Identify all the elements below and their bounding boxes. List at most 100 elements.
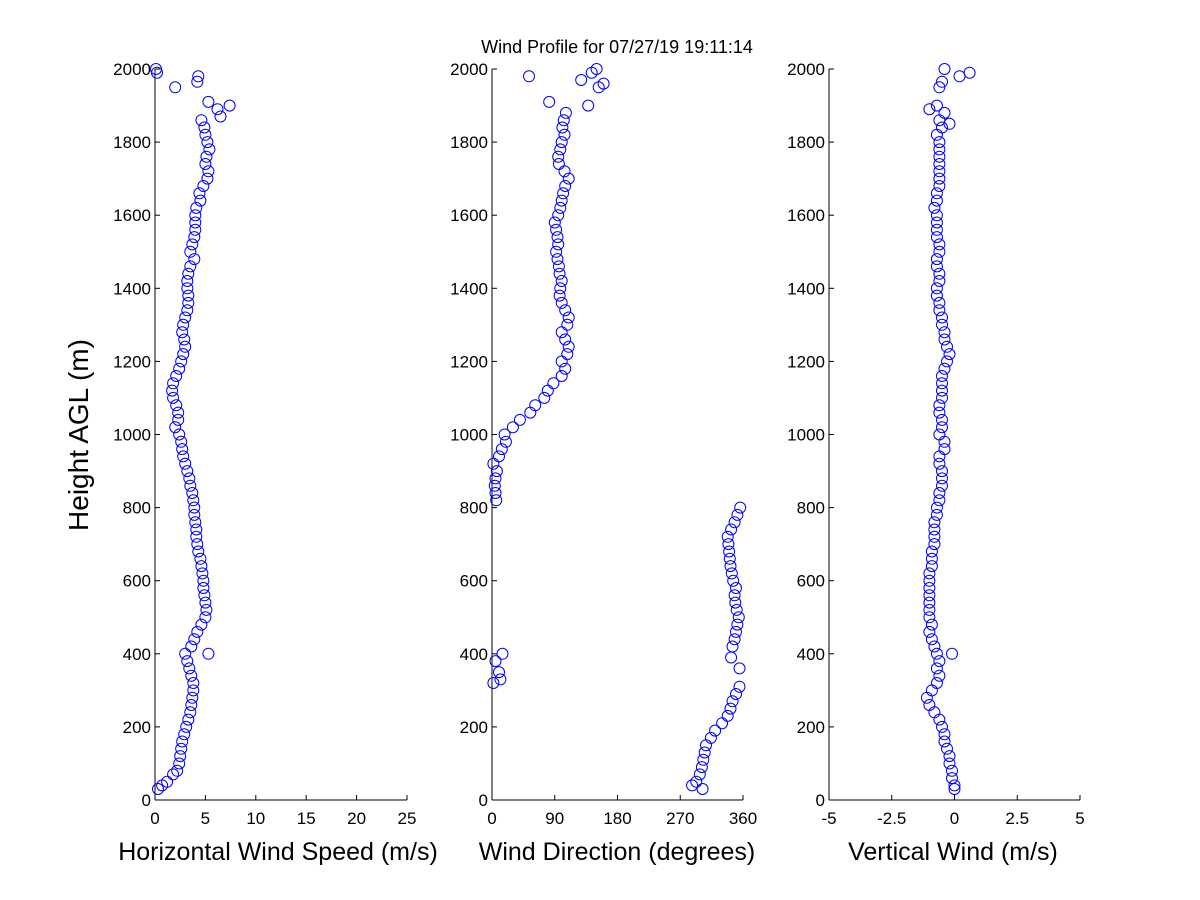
direction-data-point	[582, 99, 595, 112]
speed-y-tick-label: 1400	[113, 279, 151, 298]
direction-data-point	[716, 717, 729, 730]
speed-data-point	[190, 530, 203, 543]
speed-data-point	[184, 479, 197, 492]
vertical-data-point	[925, 552, 938, 565]
speed-data-point	[200, 603, 213, 616]
direction-data-point	[558, 128, 571, 141]
speed-data-point	[191, 75, 204, 88]
direction-data-point	[557, 187, 570, 200]
direction-data-point	[728, 589, 741, 602]
speed-data-point	[181, 304, 194, 317]
speed-x-tick-label: 25	[398, 809, 417, 828]
speed-data-point	[223, 99, 236, 112]
direction-data-point	[723, 545, 736, 558]
direction-data-point	[488, 479, 501, 492]
figure-title: Wind Profile for 07/27/19 19:11:14	[481, 37, 753, 57]
speed-data-point	[169, 421, 182, 434]
direction-data-point	[709, 724, 722, 737]
vertical-data-point	[938, 63, 951, 75]
vertical-data-point	[946, 772, 958, 785]
direction-data-point	[724, 560, 737, 573]
direction-data-point	[590, 63, 603, 75]
speed-data-point	[167, 768, 180, 781]
vertical-data-point	[938, 435, 951, 448]
vertical-data-point	[938, 326, 951, 339]
vertical-data-point	[936, 391, 948, 404]
vertical-data-point	[938, 735, 951, 748]
vertical-data-point	[925, 618, 938, 631]
direction-data-point	[559, 106, 572, 119]
direction-data-point	[730, 603, 743, 616]
speed-data-point	[197, 582, 210, 594]
direction-data-point	[541, 384, 554, 397]
vertical-data-point	[941, 340, 953, 353]
vertical-data-point	[923, 625, 936, 638]
direction-data-point	[727, 574, 740, 587]
vertical-data-point	[930, 662, 943, 675]
speed-data-point	[170, 399, 183, 412]
direction-data-point	[490, 494, 503, 507]
speed-data-point	[191, 625, 204, 638]
vertical-data-point	[933, 172, 946, 185]
vertical-data-point	[936, 472, 948, 485]
direction-data-point	[552, 209, 565, 222]
vertical-data-point	[936, 465, 948, 478]
y-axis-label: Height AGL (m)	[63, 339, 94, 531]
speed-data-point	[211, 103, 224, 116]
vertical-data-point	[930, 209, 943, 222]
vertical-data-point	[933, 304, 946, 317]
direction-data-point	[559, 180, 572, 192]
speed-data-point	[178, 728, 191, 741]
direction-data-point	[585, 66, 598, 79]
direction-data-point	[559, 304, 572, 317]
vertical-data-point	[930, 260, 943, 273]
direction-data-point	[555, 194, 568, 207]
speed-data-point	[181, 655, 194, 668]
vertical-data-point	[936, 377, 948, 390]
speed-data-point	[188, 501, 201, 514]
speed-y-tick-label: 1600	[113, 206, 151, 225]
vertical-data-point	[936, 421, 948, 434]
direction-data-point	[726, 640, 739, 653]
direction-data-point	[555, 296, 568, 309]
vertical-data-point	[920, 691, 933, 704]
direction-data-point	[690, 775, 703, 788]
speed-data-point	[195, 560, 208, 573]
speed-data-point	[189, 209, 202, 222]
direction-x-tick-label: 180	[603, 809, 631, 828]
direction-data-point	[494, 673, 507, 686]
speed-data-point	[186, 487, 199, 499]
vertical-data-point	[928, 640, 941, 653]
direction-data-point	[550, 245, 563, 258]
speed-data-point	[201, 136, 214, 149]
vertical-data-point	[933, 267, 946, 280]
vertical-data-point	[946, 764, 958, 777]
speed-x-tick-label: 10	[246, 809, 265, 828]
vertical-x-tick-label: -2.5	[877, 809, 906, 828]
vertical-data-point	[933, 428, 946, 441]
vertical-data-point	[923, 589, 936, 602]
vertical-data-point	[933, 136, 946, 149]
speed-points	[150, 63, 236, 795]
speed-y-tick-label: 1800	[113, 133, 151, 152]
speed-data-point	[185, 640, 198, 653]
direction-data-point	[513, 413, 526, 426]
vertical-data-point	[928, 538, 941, 551]
direction-points	[487, 63, 747, 795]
vertical-y-tick-label: 600	[797, 572, 825, 591]
vertical-data-point	[930, 647, 943, 660]
speed-axes: 0 200 400 600 800 1000 1200 1400 1600 1800 2000 0 5 1…	[113, 60, 416, 828]
direction-data-point	[493, 450, 505, 463]
speed-y-tick-label: 800	[123, 499, 151, 518]
direction-data-point	[489, 655, 502, 668]
speed-y-tick-label: 200	[123, 718, 151, 737]
vertical-data-point	[928, 706, 941, 719]
direction-y-tick-label: 1400	[450, 279, 488, 298]
direction-data-point	[723, 552, 736, 565]
speed-data-point	[188, 253, 201, 266]
direction-y-tick-label: 200	[460, 718, 488, 737]
speed-data-point	[179, 340, 192, 353]
vertical-data-point	[933, 655, 946, 668]
vertical-data-point	[936, 75, 948, 88]
